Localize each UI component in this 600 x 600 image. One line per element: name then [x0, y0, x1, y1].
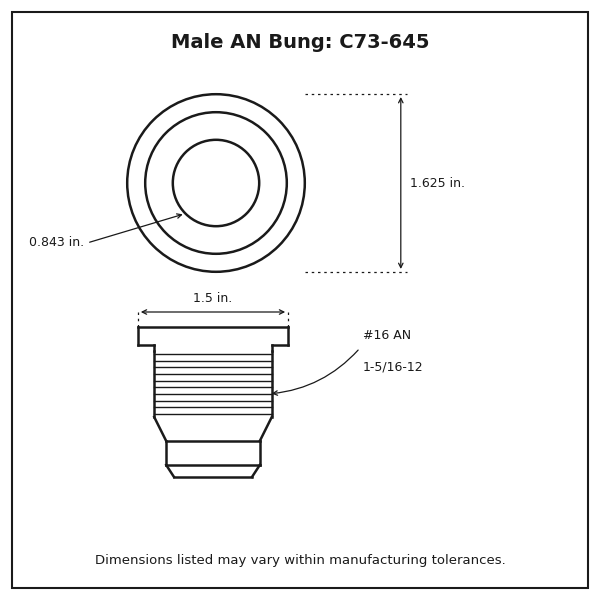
- Text: Male AN Bung: C73-645: Male AN Bung: C73-645: [171, 33, 429, 52]
- Text: 0.843 in.: 0.843 in.: [29, 236, 84, 250]
- Text: 1.5 in.: 1.5 in.: [193, 292, 233, 305]
- FancyBboxPatch shape: [12, 12, 588, 588]
- Text: Dimensions listed may vary within manufacturing tolerances.: Dimensions listed may vary within manufa…: [95, 554, 505, 567]
- Text: #16 AN: #16 AN: [363, 329, 411, 342]
- Text: 1.625 in.: 1.625 in.: [410, 176, 465, 190]
- Text: 1-5/16-12: 1-5/16-12: [363, 360, 424, 373]
